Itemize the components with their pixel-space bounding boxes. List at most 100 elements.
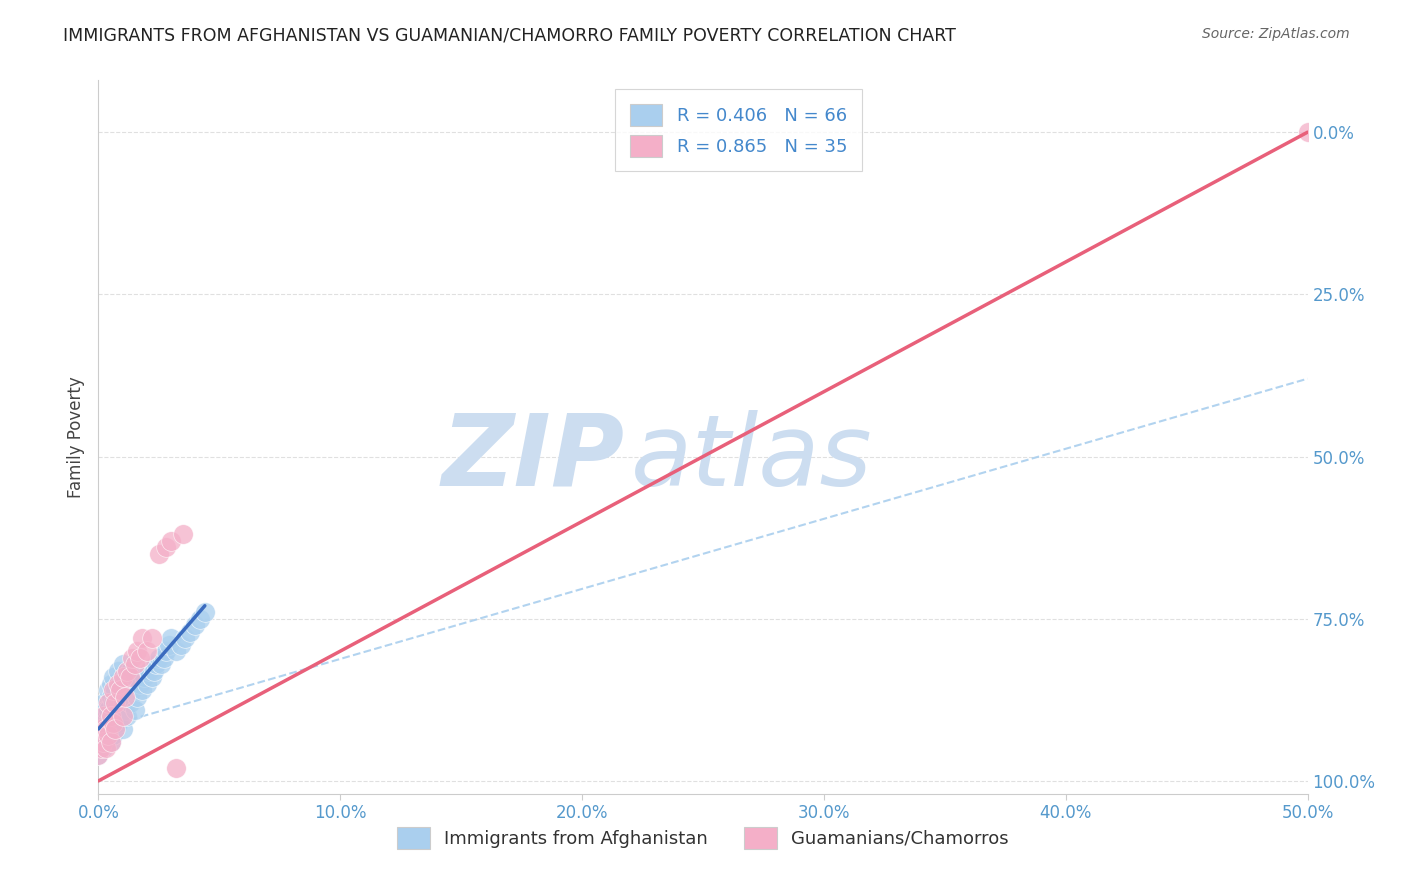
Point — [94, 722, 117, 736]
Point — [100, 722, 122, 736]
Legend: Immigrants from Afghanistan, Guamanians/Chamorros: Immigrants from Afghanistan, Guamanians/… — [389, 820, 1017, 856]
Point — [91, 741, 114, 756]
Point — [107, 696, 129, 710]
Point — [111, 709, 134, 723]
Y-axis label: Family Poverty: Family Poverty — [66, 376, 84, 498]
Point — [101, 729, 124, 743]
Point — [155, 541, 177, 555]
Point — [131, 683, 153, 698]
Point — [94, 741, 117, 756]
Point — [101, 715, 124, 730]
Point — [104, 683, 127, 698]
Point — [124, 702, 146, 716]
Point — [100, 676, 122, 690]
Point — [169, 638, 191, 652]
Point — [145, 657, 167, 672]
Point — [100, 735, 122, 749]
Point — [148, 547, 170, 561]
Point — [97, 683, 120, 698]
Point — [104, 696, 127, 710]
Point — [134, 670, 156, 684]
Point — [104, 702, 127, 716]
Point — [160, 631, 183, 645]
Text: ZIP: ZIP — [441, 410, 624, 507]
Point — [90, 735, 112, 749]
Point — [143, 664, 166, 678]
Point — [101, 670, 124, 684]
Point — [152, 650, 174, 665]
Point — [108, 676, 131, 690]
Point — [111, 722, 134, 736]
Point — [194, 605, 217, 619]
Point — [94, 722, 117, 736]
Point — [90, 722, 112, 736]
Point — [97, 702, 120, 716]
Point — [97, 729, 120, 743]
Point — [97, 696, 120, 710]
Point — [87, 747, 110, 762]
Point — [87, 747, 110, 762]
Point — [124, 670, 146, 684]
Point — [172, 527, 194, 541]
Point — [108, 709, 131, 723]
Point — [100, 709, 122, 723]
Point — [104, 722, 127, 736]
Point — [127, 690, 149, 704]
Point — [104, 722, 127, 736]
Point — [107, 664, 129, 678]
Point — [108, 683, 131, 698]
Point — [101, 715, 124, 730]
Point — [124, 657, 146, 672]
Point — [97, 729, 120, 743]
Text: atlas: atlas — [630, 410, 872, 507]
Point — [111, 657, 134, 672]
Point — [118, 664, 141, 678]
Point — [165, 644, 187, 658]
Point — [118, 670, 141, 684]
Point — [157, 638, 180, 652]
Point — [97, 715, 120, 730]
Point — [174, 631, 197, 645]
Point — [1296, 125, 1319, 139]
Point — [121, 650, 143, 665]
Point — [131, 631, 153, 645]
Point — [121, 683, 143, 698]
Point — [111, 670, 134, 684]
Point — [114, 690, 136, 704]
Point — [90, 709, 112, 723]
Point — [91, 715, 114, 730]
Point — [107, 715, 129, 730]
Point — [90, 722, 112, 736]
Point — [127, 644, 149, 658]
Point — [114, 702, 136, 716]
Point — [114, 670, 136, 684]
Point — [100, 735, 122, 749]
Point — [179, 624, 201, 639]
Point — [150, 657, 173, 672]
Point — [165, 761, 187, 775]
Text: IMMIGRANTS FROM AFGHANISTAN VS GUAMANIAN/CHAMORRO FAMILY POVERTY CORRELATION CHA: IMMIGRANTS FROM AFGHANISTAN VS GUAMANIAN… — [63, 27, 956, 45]
Point — [94, 702, 117, 716]
Point — [128, 676, 150, 690]
Point — [117, 676, 139, 690]
Point — [128, 650, 150, 665]
Point — [184, 618, 207, 632]
Point — [117, 664, 139, 678]
Point — [118, 696, 141, 710]
Point — [90, 741, 112, 756]
Point — [101, 696, 124, 710]
Point — [135, 676, 157, 690]
Point — [94, 735, 117, 749]
Point — [160, 533, 183, 548]
Point — [141, 631, 163, 645]
Text: Source: ZipAtlas.com: Source: ZipAtlas.com — [1202, 27, 1350, 41]
Point — [138, 664, 160, 678]
Point — [91, 709, 114, 723]
Point — [111, 696, 134, 710]
Point — [101, 683, 124, 698]
Point — [155, 644, 177, 658]
Point — [100, 690, 122, 704]
Point — [148, 650, 170, 665]
Point — [91, 696, 114, 710]
Point — [91, 729, 114, 743]
